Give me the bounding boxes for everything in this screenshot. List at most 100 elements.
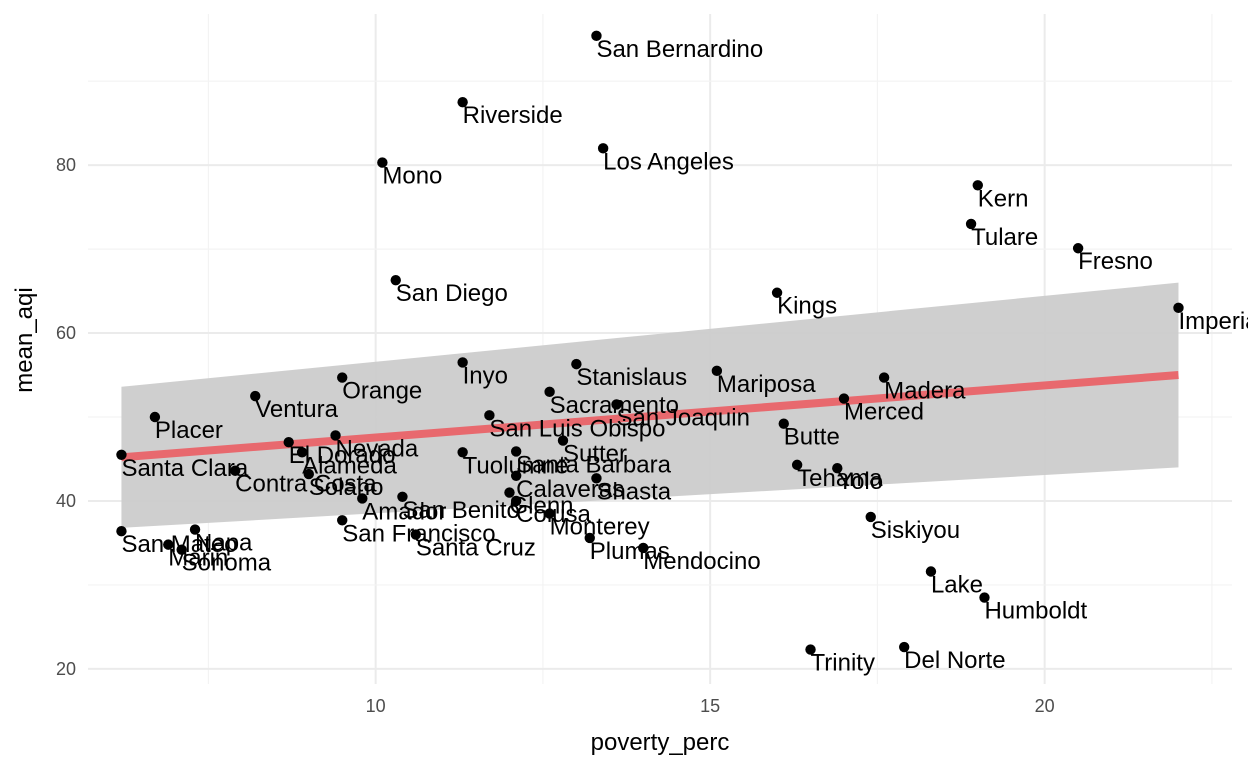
data-point — [116, 525, 127, 537]
data-point — [965, 218, 977, 230]
point-label: Stanislaus — [576, 364, 687, 391]
data-point — [611, 399, 622, 410]
point-label: Trinity — [811, 650, 875, 677]
point-label: Glenn — [509, 493, 573, 520]
data-point — [176, 544, 187, 555]
x-tick-label: 15 — [700, 696, 720, 716]
data-point — [711, 365, 723, 377]
data-point — [865, 511, 876, 523]
data-point — [972, 180, 983, 191]
point-label: Merced — [844, 399, 924, 426]
point-label: Contra Costa — [235, 471, 377, 498]
data-point — [832, 463, 843, 474]
data-point — [898, 641, 910, 653]
point-label: Lake — [931, 571, 983, 598]
point-label: Imperial — [1178, 308, 1248, 335]
point-label: Monterey — [550, 514, 650, 541]
point-label: San Luis Obispo — [489, 415, 665, 442]
confidence-band-area — [121, 282, 1179, 528]
data-point — [544, 508, 555, 519]
point-label: Amador — [362, 498, 446, 525]
point-label: Tulare — [971, 224, 1038, 251]
point-label: Nevada — [336, 435, 419, 462]
point-label: Sutter — [563, 441, 627, 468]
data-point — [805, 644, 816, 655]
point-label: Santa Clara — [121, 455, 248, 482]
data-point — [229, 465, 241, 476]
point-label: Marin — [168, 545, 228, 572]
data-point — [397, 491, 408, 502]
confidence-band — [121, 282, 1179, 528]
data-point — [283, 436, 294, 448]
trend-line — [121, 371, 1179, 462]
data-point — [638, 542, 649, 554]
data-point — [330, 430, 341, 441]
point-label: Santa Barbara — [516, 451, 671, 478]
data-point — [771, 287, 783, 298]
trend-line-group — [121, 371, 1179, 462]
data-point — [337, 372, 348, 383]
y-tick-label: 20 — [56, 659, 76, 679]
y-tick-label: 60 — [56, 323, 76, 343]
data-point — [591, 473, 602, 484]
point-label: Yolo — [837, 468, 883, 495]
point-label: Humboldt — [984, 598, 1087, 625]
data-point — [510, 495, 522, 507]
point-label: Tehama — [797, 465, 883, 492]
point-label: San Mateo — [121, 531, 237, 558]
data-point — [557, 435, 569, 446]
y-tick-label: 80 — [56, 155, 76, 175]
data-point — [357, 493, 368, 504]
point-label: Madera — [884, 378, 966, 405]
point-label: Orange — [342, 378, 422, 405]
data-point — [591, 30, 602, 42]
point-label: Placer — [155, 417, 223, 444]
data-point — [544, 386, 555, 398]
x-axis-title: poverty_perc — [591, 729, 730, 756]
point-label: Butte — [784, 424, 840, 451]
point-label: Tuolumne — [463, 452, 569, 479]
point-label: Sacramento — [550, 392, 679, 419]
data-point — [571, 358, 582, 370]
data-point — [504, 487, 515, 498]
data-point — [838, 393, 850, 404]
point-label: Solano — [309, 474, 384, 501]
data-point — [337, 515, 348, 526]
point-label: Mono — [382, 163, 442, 190]
point-label: San Joaquin — [617, 404, 750, 431]
data-point — [791, 459, 803, 471]
data-point — [1072, 243, 1084, 254]
data-point — [878, 372, 890, 383]
y-axis-title: mean_aqi — [11, 287, 38, 392]
point-label: Alameda — [302, 452, 397, 479]
data-point — [377, 157, 388, 168]
y-tick-labels: 20 40 60 80 — [56, 155, 76, 679]
data-point — [457, 357, 468, 368]
point-label: San Benito — [402, 497, 519, 524]
point-label: Mariposa — [717, 371, 816, 398]
point-label: Shasta — [596, 478, 671, 505]
point-label: Napa — [195, 530, 253, 557]
data-point — [189, 524, 201, 535]
point-label: Inyo — [463, 362, 508, 389]
point-labels: San Bernardino Riverside Los Angeles Mono Ke… — [121, 36, 1248, 677]
data-point — [484, 410, 495, 421]
data-point — [925, 566, 937, 577]
data-point — [390, 274, 401, 286]
data-point — [163, 539, 174, 550]
data-point — [410, 529, 422, 540]
point-label: Kings — [777, 293, 837, 320]
x-tick-labels: 10 15 20 — [366, 696, 1055, 716]
data-point — [303, 468, 314, 480]
x-tick-label: 20 — [1035, 696, 1055, 716]
point-label: Kern — [978, 185, 1029, 212]
data-point — [250, 390, 261, 402]
point-label: Santa Cruz — [416, 535, 536, 562]
data-point — [584, 532, 595, 544]
point-label: Calaveras — [516, 476, 624, 503]
data-points — [116, 30, 1184, 655]
point-label: Los Angeles — [603, 148, 734, 175]
point-label: San Diego — [396, 280, 508, 307]
point-label: Del Norte — [904, 647, 1005, 674]
